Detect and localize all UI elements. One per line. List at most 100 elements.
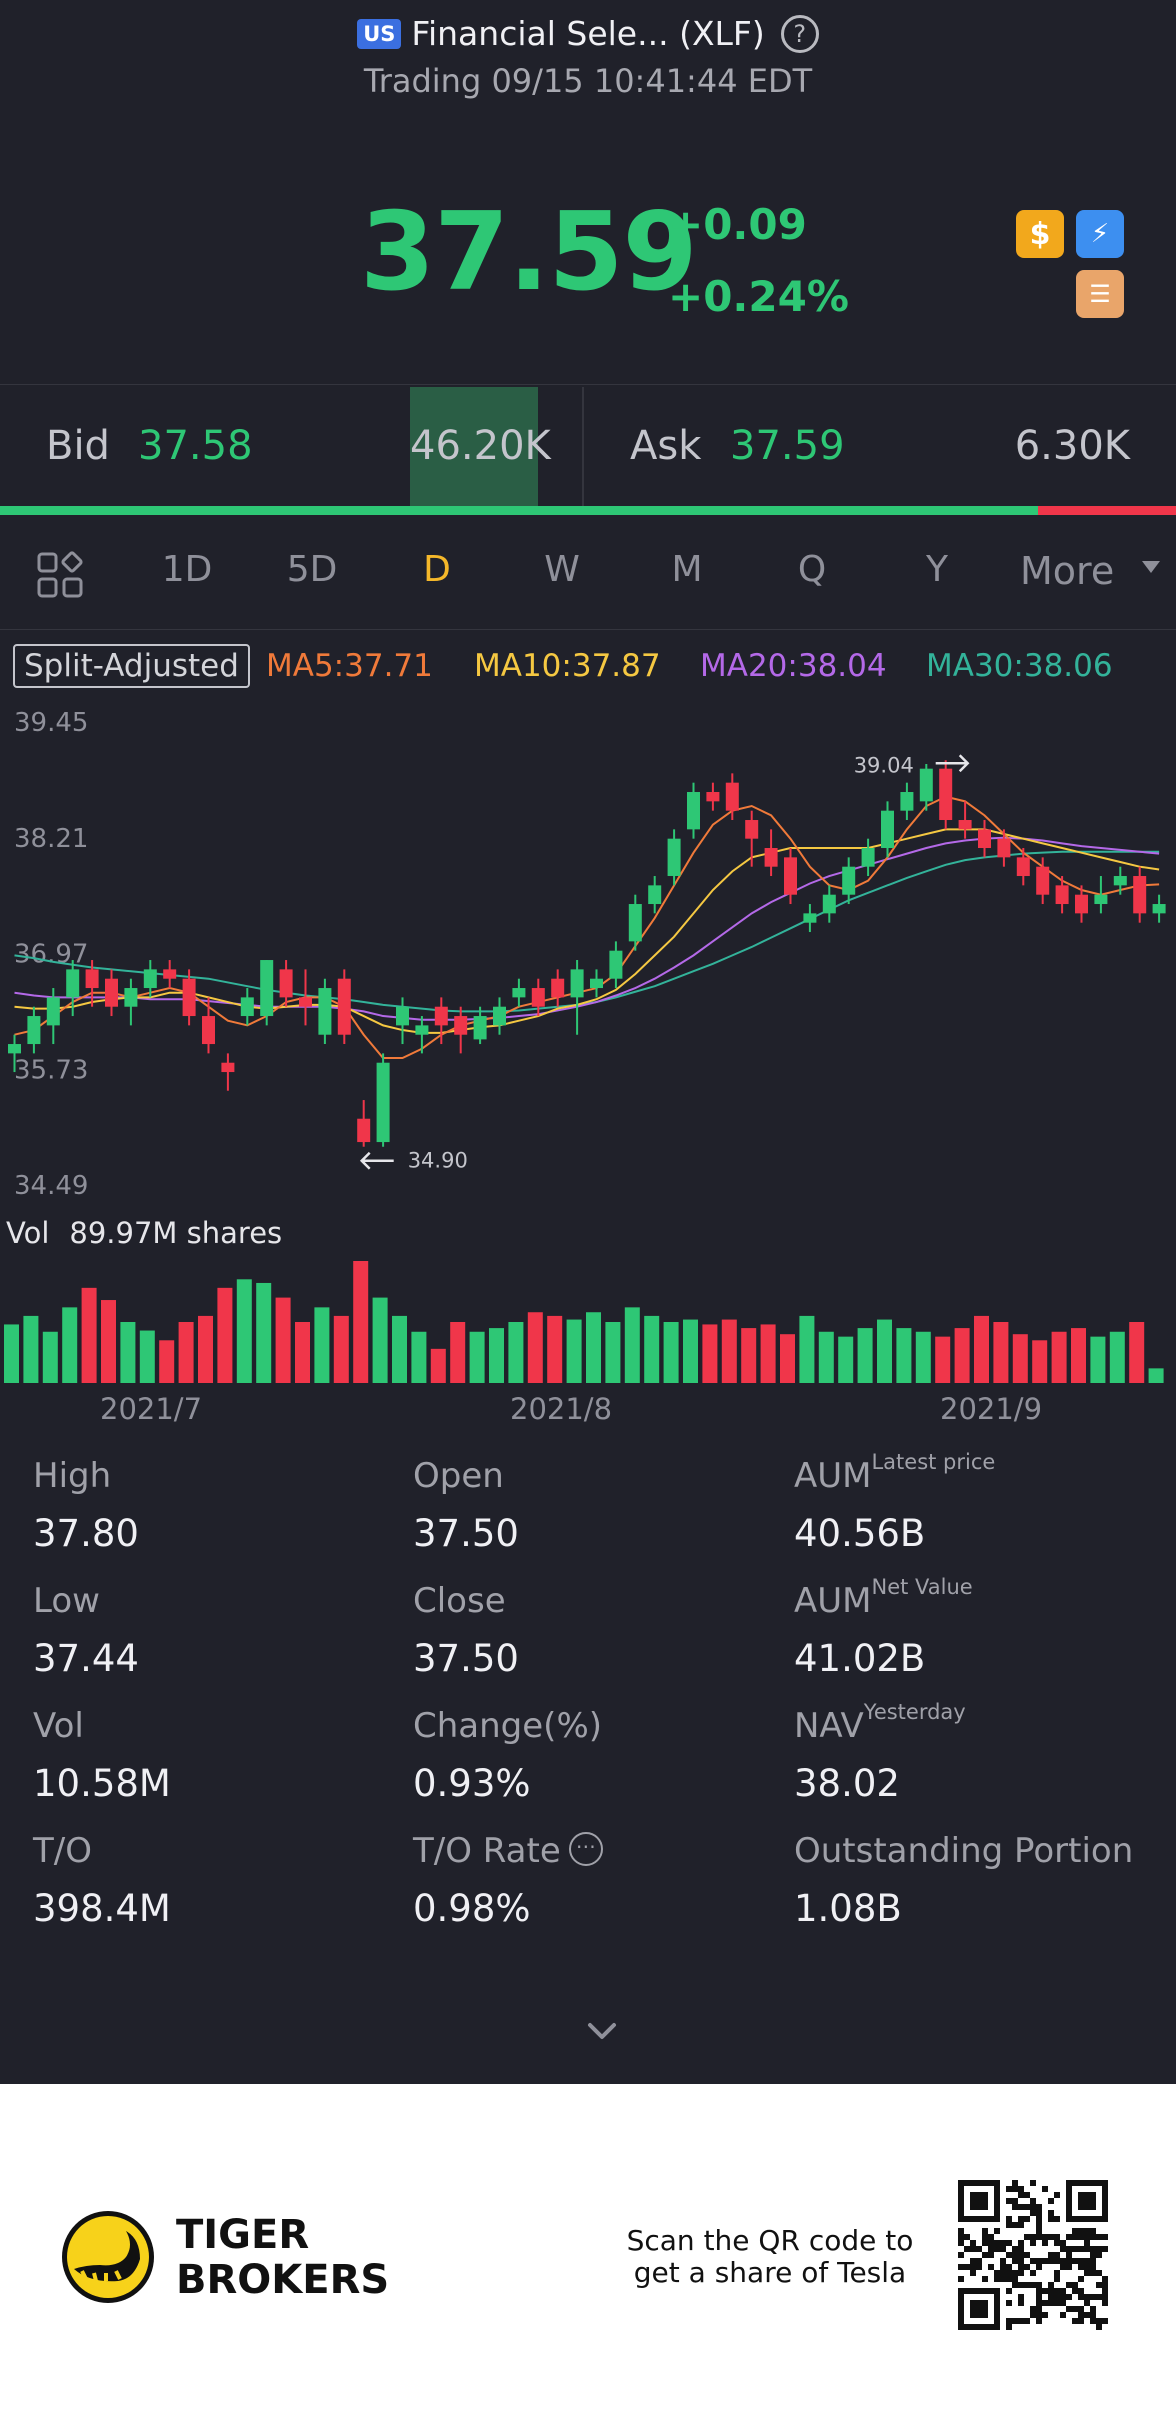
candle-body — [357, 1118, 371, 1143]
close-label: Close — [413, 1581, 506, 1621]
candle-body — [337, 978, 351, 1035]
candle-body — [725, 782, 739, 811]
candle-body — [590, 978, 603, 989]
tab-1d[interactable]: 1D — [161, 549, 213, 590]
candle-body — [66, 969, 80, 998]
volume-bar — [139, 1330, 155, 1383]
tab-y[interactable]: Y — [926, 549, 948, 590]
candle-body — [1133, 876, 1147, 914]
volume-bar — [760, 1324, 776, 1383]
x-axis-label: 2021/8 — [510, 1392, 613, 1426]
ask-label: Ask — [630, 423, 702, 469]
market-badge: US — [357, 18, 402, 49]
candle-body — [202, 1016, 215, 1045]
candle-body — [667, 838, 681, 877]
dollar-icon[interactable]: $ — [1016, 210, 1064, 258]
tiger-logo-icon — [62, 2211, 154, 2303]
candle-body — [1152, 904, 1166, 914]
volume-bar — [818, 1331, 834, 1383]
volume-bar — [1109, 1331, 1125, 1383]
volume-bar — [605, 1322, 621, 1383]
open-value: 37.50 — [413, 1512, 519, 1555]
low-label: Low — [33, 1581, 100, 1621]
volume-bar — [23, 1315, 39, 1383]
volume-bar — [120, 1322, 136, 1383]
candle-body — [473, 1016, 487, 1040]
candle-body — [881, 810, 894, 849]
candle-body — [900, 792, 914, 811]
candle-body — [1075, 894, 1088, 914]
volume-bar — [527, 1312, 543, 1383]
ma30-value: MA30:38.06 — [926, 648, 1113, 684]
info-icon[interactable]: ⋯ — [568, 1831, 603, 1866]
trading-status: Trading 09/15 10:41:44 EDT — [363, 62, 813, 100]
bid-size: 46.20K — [410, 423, 551, 469]
candle-body — [531, 988, 545, 1007]
change-percent-label: Change(%) — [413, 1706, 603, 1746]
volume-bar — [702, 1324, 718, 1383]
candle-body — [376, 1062, 390, 1143]
tab-m[interactable]: M — [671, 549, 703, 590]
volume-bar — [566, 1319, 582, 1383]
candle-body — [46, 997, 60, 1026]
candle-body — [706, 792, 720, 802]
bid-ask-panel: Bid 37.58 46.20K Ask 37.59 6.30K — [0, 384, 1176, 509]
volume-bar — [372, 1297, 388, 1383]
layout-grid-icon[interactable] — [36, 551, 84, 599]
candle-body — [1094, 894, 1108, 905]
candle-body — [1113, 876, 1127, 886]
candle-body — [318, 988, 332, 1035]
volume-bar — [81, 1287, 97, 1383]
candle-body — [648, 885, 662, 905]
chevron-down-icon[interactable] — [1142, 561, 1160, 573]
candle-body — [279, 969, 293, 998]
ask-size: 6.30K — [1014, 423, 1130, 469]
volume-bar — [42, 1331, 58, 1383]
candle-body — [939, 768, 953, 821]
share-footer: TIGER BROKERS Scan the QR code to get a … — [0, 2084, 1176, 2429]
y-axis-tick: 39.45 — [14, 708, 88, 738]
candle-body — [493, 1006, 506, 1026]
bid-ratio-bar — [0, 506, 1039, 515]
candle-body — [85, 969, 99, 989]
tab-q[interactable]: Q — [797, 549, 827, 590]
candle-body — [745, 820, 759, 839]
candle-body — [784, 857, 797, 895]
open-label: Open — [413, 1456, 504, 1496]
help-icon[interactable]: ? — [780, 14, 819, 53]
aum-label: AUMLatest price — [794, 1450, 996, 1496]
candle-body — [687, 792, 700, 830]
ask-price: 37.59 — [730, 423, 845, 469]
split-adjusted-toggle[interactable]: Split-Adjusted — [13, 644, 250, 688]
turnover-label: T/O — [33, 1831, 92, 1871]
chevron-down-icon[interactable] — [586, 2020, 618, 2042]
volume-value: 89.97M shares — [69, 1216, 283, 1250]
lightning-icon[interactable]: ⚡ — [1076, 210, 1124, 258]
tab-more[interactable]: More — [1020, 549, 1115, 593]
brand-name-line1: TIGER — [176, 2212, 310, 2258]
candle-body — [1016, 857, 1030, 877]
tab-w[interactable]: W — [544, 549, 580, 590]
candle-body — [124, 988, 138, 1007]
stack-icon[interactable]: ☰ — [1076, 270, 1124, 318]
volume-bar — [663, 1322, 679, 1383]
candle-body — [570, 969, 584, 998]
volume-bar — [314, 1307, 330, 1383]
candle-body — [415, 1025, 429, 1035]
volume-bar — [178, 1322, 194, 1383]
tab-5d[interactable]: 5D — [286, 549, 338, 590]
last-price: 37.59 — [360, 190, 698, 315]
tab-d[interactable]: D — [423, 549, 451, 590]
candle-body — [434, 1006, 448, 1026]
nav-value: 38.02 — [794, 1762, 900, 1805]
candle-body — [8, 1044, 21, 1054]
volume-bar — [1148, 1368, 1164, 1383]
ask-ratio-bar — [1038, 506, 1176, 515]
volume-bar — [624, 1307, 640, 1383]
qr-code[interactable] — [958, 2180, 1108, 2330]
volume-bar — [62, 1307, 78, 1383]
volume-bar — [450, 1322, 466, 1383]
close-value: 37.50 — [413, 1637, 519, 1680]
change-percent-value: 0.93% — [413, 1762, 531, 1805]
